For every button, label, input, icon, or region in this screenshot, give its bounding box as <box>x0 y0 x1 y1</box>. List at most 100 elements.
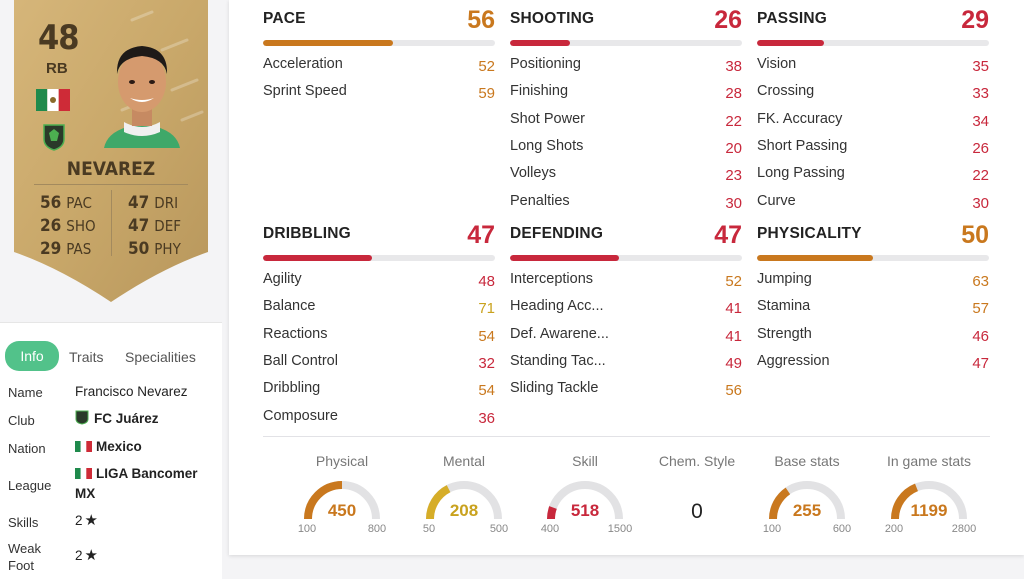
chem-style-title: Chem. Style <box>658 453 736 469</box>
group-title: PACE <box>263 10 306 27</box>
stat-row-sprint-speed: Sprint Speed 59 <box>263 83 495 105</box>
gauge-max: 600 <box>832 523 852 535</box>
stat-row-long-passing: Long Passing 22 <box>757 165 989 187</box>
group-progress-fill <box>263 255 373 261</box>
stat-row-heading-acc: Heading Acc... 41 <box>510 298 742 320</box>
gauge-min: 400 <box>540 523 560 535</box>
stat-value: 32 <box>478 354 495 372</box>
info-panel: Name Francisco Nevarez Club FC Juárez Na… <box>0 378 222 579</box>
stat-value: 48 <box>478 273 495 290</box>
group-progress-bar <box>263 255 495 261</box>
info-name-value: Francisco Nevarez <box>75 384 188 399</box>
gauge-value: 450 <box>327 501 357 520</box>
stat-value: 49 <box>725 354 742 372</box>
gauge-value: 255 <box>792 501 822 520</box>
gauge-arc <box>304 481 380 520</box>
stat-value: 35 <box>972 58 989 75</box>
gauge-title: Mental <box>442 453 486 469</box>
info-nation-label: Nation <box>8 441 46 456</box>
stat-value: 52 <box>725 273 742 290</box>
group-progress-fill <box>757 255 873 261</box>
gauge-min: 100 <box>762 523 782 535</box>
nation-name: Mexico <box>96 439 142 454</box>
stat-value: 57 <box>972 300 989 318</box>
section-divider <box>263 436 990 437</box>
stat-value: 20 <box>725 139 742 157</box>
stat-value: 22 <box>725 112 742 130</box>
stat-value: 28 <box>725 85 742 103</box>
gauge-physical: Physical 450 100 800 <box>292 453 392 543</box>
stat-name: Sprint Speed <box>263 83 347 100</box>
gauge-in-game-stats: In game stats 1199 200 2800 <box>879 453 979 543</box>
card-stat-dri: 47 DRI <box>128 193 179 213</box>
chem-style-value: 0 <box>691 500 703 523</box>
card-stat-phy: 50 PHY <box>128 239 181 259</box>
info-weakfoot-value: 2 ★ <box>75 547 98 564</box>
gauge-title: Physical <box>315 453 369 469</box>
group-value: 47 <box>714 221 742 249</box>
stat-value: 41 <box>725 300 742 318</box>
stat-name: Reactions <box>263 325 328 342</box>
stat-row-volleys: Volleys 23 <box>510 165 742 187</box>
card-stat-pac: 56 PAC <box>40 193 92 213</box>
group-progress-bar <box>757 255 989 261</box>
group-progress-bar <box>263 40 495 46</box>
stat-group-pace: PACE 56 Acceleration 52 Sprint Speed 59 <box>263 6 495 210</box>
stat-row-positioning: Positioning 38 <box>510 56 742 78</box>
mexico-flag-icon <box>36 89 70 111</box>
group-title: PHYSICALITY <box>757 225 862 242</box>
card-stat-pas: 29 PAS <box>40 239 92 259</box>
stat-name: Short Passing <box>757 137 848 154</box>
gauge-min: 100 <box>297 523 317 535</box>
stat-value: 46 <box>972 327 989 345</box>
stat-row-aggression: Aggression 47 <box>757 353 989 375</box>
stat-name: FK. Accuracy <box>757 110 843 127</box>
stat-row-composure: Composure 36 <box>263 408 495 430</box>
card-divider <box>34 184 188 185</box>
stat-value: 23 <box>725 167 742 185</box>
stat-group-shooting: SHOOTING 26 Positioning 38 Finishing 28 Shot P… <box>510 6 742 212</box>
stat-value: 33 <box>972 85 989 103</box>
stat-row-stamina: Stamina 57 <box>757 298 989 320</box>
group-progress-bar <box>510 40 742 46</box>
group-value: 29 <box>961 6 989 34</box>
stat-row-acceleration: Acceleration 52 <box>263 56 495 78</box>
stat-row-interceptions: Interceptions 52 <box>510 271 742 293</box>
stat-name: Def. Awarene... <box>510 325 609 342</box>
card-stats-left: 56 PAC 26 SHO 29 PAS <box>40 192 96 261</box>
info-nation-value[interactable]: Mexico <box>75 437 142 457</box>
star-icon: ★ <box>84 547 98 564</box>
stat-row-vision: Vision 35 <box>757 56 989 78</box>
stat-row-def-awarene: Def. Awarene... 41 <box>510 326 742 348</box>
card-stat-sho: 26 SHO <box>40 216 96 236</box>
group-progress-bar <box>757 40 989 46</box>
gauge-value: 1199 <box>910 501 948 520</box>
stat-name: Balance <box>263 298 316 315</box>
info-club-value[interactable]: FC Juárez <box>75 409 159 429</box>
stat-name: Standing Tac... <box>510 352 606 369</box>
stat-value: 63 <box>972 273 989 290</box>
gauge-max: 500 <box>489 523 509 535</box>
info-league-value[interactable]: LIGA Bancomer MX <box>75 464 215 504</box>
stat-value: 59 <box>478 85 495 103</box>
tab-info[interactable]: Info <box>5 341 59 371</box>
star-icon: ★ <box>84 512 98 529</box>
club-name: FC Juárez <box>94 411 159 426</box>
stat-group-physicality: PHYSICALITY 50 Jumping 63 Stamina 57 Strength 4… <box>757 221 989 425</box>
gauge-mental: Mental 208 50 500 <box>414 453 514 543</box>
stat-name: Vision <box>757 56 797 72</box>
stat-group-defending: DEFENDING 47 Interceptions 52 Heading Acc...… <box>510 221 742 425</box>
group-value: 50 <box>961 221 989 249</box>
stat-name: Agility <box>263 271 302 287</box>
card-stat-def: 47 DEF <box>128 216 181 236</box>
stat-name: Dribbling <box>263 380 321 397</box>
stat-name: Acceleration <box>263 56 343 72</box>
stat-row-jumping: Jumping 63 <box>757 271 989 293</box>
tab-specialities[interactable]: Specialities <box>125 349 196 365</box>
tab-traits[interactable]: Traits <box>69 349 104 365</box>
group-progress-fill <box>510 40 571 46</box>
card-divider-vertical <box>111 190 112 256</box>
stat-name: Finishing <box>510 83 569 100</box>
stat-name: Heading Acc... <box>510 298 604 315</box>
league-icon <box>75 468 92 479</box>
